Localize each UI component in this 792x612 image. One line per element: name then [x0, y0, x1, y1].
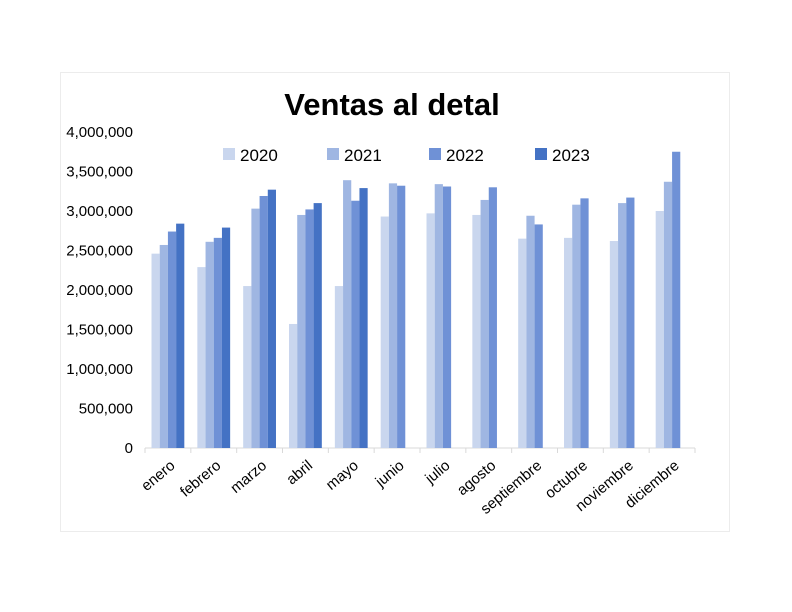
bar-2021-enero — [159, 244, 168, 448]
bar-2023-mayo — [359, 188, 368, 448]
bar-2022-agosto — [488, 187, 497, 449]
bar-2021-septiembre — [526, 215, 535, 448]
x-tick-label: enero — [138, 457, 178, 495]
bar-2022-julio — [442, 186, 452, 448]
bar-2021-agosto — [480, 199, 489, 448]
bar-2020-julio — [426, 213, 435, 448]
x-tick-label: junio — [372, 457, 408, 491]
y-axis: 0 500,000 1,000,000 1,500,000 2,000,000 2,500… — [66, 124, 133, 457]
chart-title: Ventas al detal — [284, 87, 499, 122]
bar-2020-abril — [289, 323, 298, 448]
bar-2021-julio — [434, 184, 443, 448]
bar-2020-febrero — [197, 267, 206, 448]
bar-2022-enero — [167, 231, 177, 448]
bar-2020-mayo — [334, 286, 344, 448]
bar-2023-marzo — [267, 189, 276, 449]
legend-label-2021: 2021 — [344, 146, 382, 165]
y-tick-label: 1,500,000 — [66, 322, 133, 339]
x-tick-label: mayo — [323, 457, 362, 494]
bar-2021-noviembre — [618, 203, 627, 448]
bars-group — [151, 151, 681, 449]
y-tick-label: 0 — [125, 440, 133, 457]
y-tick-label: 1,000,000 — [66, 361, 133, 378]
bar-2021-junio — [388, 183, 398, 448]
bar-2022-septiembre — [534, 224, 543, 448]
bar-2022-noviembre — [626, 197, 635, 448]
bar-2022-marzo — [259, 195, 268, 448]
chart-area: Ventas al detal 0 500,000 1,000,000 1,500,0… — [60, 72, 730, 532]
y-tick-label: 3,500,000 — [66, 164, 133, 181]
y-tick-label: 500,000 — [79, 401, 133, 418]
legend-swatch-2023 — [535, 148, 547, 160]
legend-label-2020: 2020 — [240, 146, 278, 165]
bar-2023-enero — [176, 223, 185, 448]
legend-swatch-2022 — [429, 148, 441, 160]
bar-2021-marzo — [251, 208, 260, 448]
bar-2020-marzo — [243, 286, 252, 448]
x-tick-label: julio — [421, 457, 453, 488]
x-tick-label: abril — [283, 457, 316, 488]
bar-2022-febrero — [213, 237, 222, 448]
bar-2022-mayo — [351, 200, 360, 448]
bar-2020-agosto — [472, 214, 481, 448]
y-tick-label: 4,000,000 — [66, 124, 133, 141]
bar-2020-octubre — [564, 237, 573, 448]
y-tick-label: 3,000,000 — [66, 203, 133, 220]
bar-2020-enero — [151, 253, 160, 448]
bar-2021-febrero — [205, 241, 214, 448]
legend-label-2022: 2022 — [446, 146, 484, 165]
bar-chart: Ventas al detal 0 500,000 1,000,000 1,500,0… — [66, 87, 696, 518]
legend-label-2023: 2023 — [552, 146, 590, 165]
bar-2021-diciembre — [663, 181, 673, 448]
legend: 2020 2021 2022 2023 — [223, 146, 590, 165]
bar-2020-septiembre — [518, 238, 527, 448]
bar-2020-diciembre — [655, 211, 664, 448]
bar-2021-mayo — [343, 180, 352, 448]
bar-2022-junio — [397, 185, 406, 448]
bar-2022-abril — [305, 209, 314, 448]
bar-2022-diciembre — [672, 151, 681, 448]
legend-swatch-2021 — [327, 148, 339, 160]
bar-2020-noviembre — [609, 241, 619, 448]
x-tick-label: febrero — [177, 457, 224, 501]
x-tick-label: marzo — [227, 457, 270, 497]
bar-2023-febrero — [221, 227, 231, 448]
bar-2021-octubre — [572, 204, 581, 448]
y-tick-label: 2,000,000 — [66, 282, 133, 299]
y-tick-label: 2,500,000 — [66, 243, 133, 260]
bar-2022-octubre — [580, 198, 589, 448]
bar-2020-junio — [380, 216, 389, 448]
legend-swatch-2020 — [223, 148, 235, 160]
bar-2021-abril — [297, 214, 306, 448]
bar-2023-abril — [313, 203, 322, 448]
